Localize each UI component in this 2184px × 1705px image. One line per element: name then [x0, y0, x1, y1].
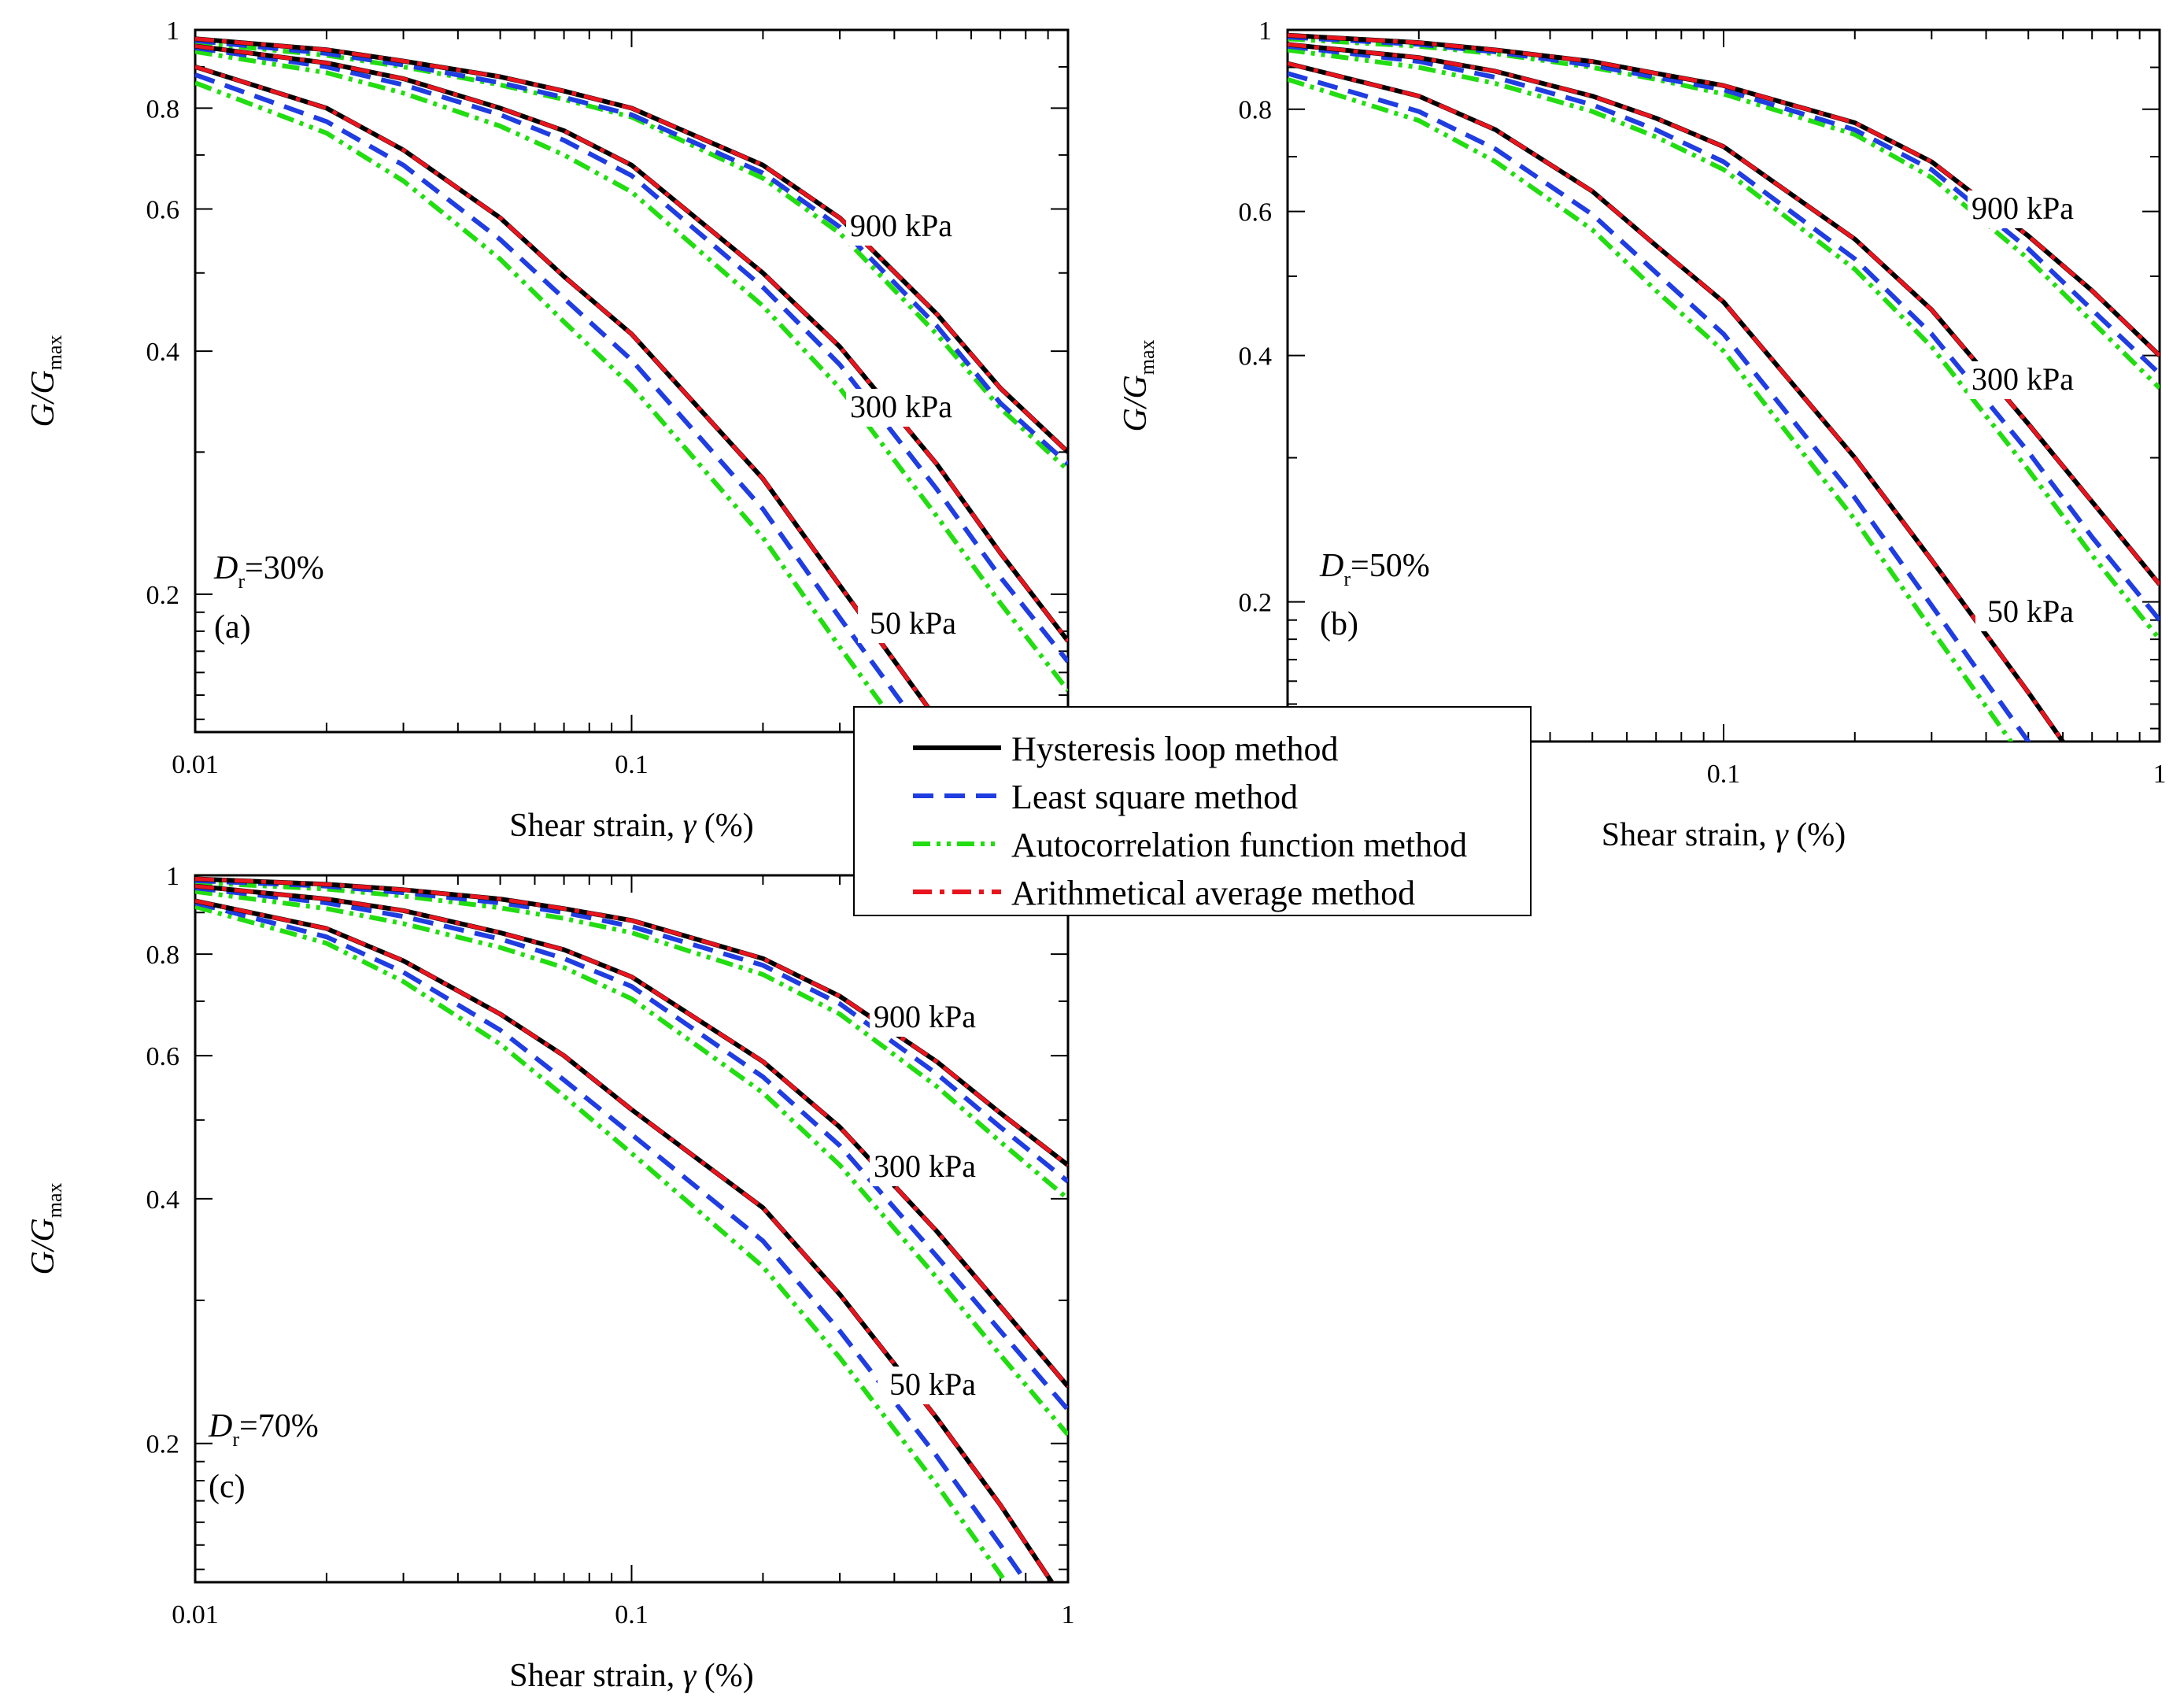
x-axis-label: Shear strain, γ (%)	[509, 1658, 753, 1694]
confining-pressure-label: 50 kPa	[1987, 594, 2074, 629]
y-tick-label: 0.4	[146, 338, 180, 367]
y-axis-label: G/Gmax	[1118, 339, 1159, 431]
y-tick-label: 1	[166, 862, 179, 891]
pressure-label-bg	[846, 208, 956, 246]
confining-pressure-label: 300 kPa	[850, 389, 952, 424]
y-axis-label: G/Gmax	[25, 335, 66, 427]
series-autocorrelation-50-kpa	[195, 80, 905, 732]
x-tick-label: 0.1	[615, 750, 649, 779]
series-least_square-300-kpa	[195, 45, 1068, 664]
legend-label-hysteresis: Hysteresis loop method	[1011, 730, 1339, 768]
panel-label: (c)	[209, 1469, 246, 1505]
series-autocorrelation-900-kpa	[195, 880, 1068, 1201]
series-arithmetic-50-kpa	[195, 65, 949, 732]
series-arithmetic-50-kpa	[195, 899, 1055, 1582]
legend: Hysteresis loop method Least square metho…	[853, 706, 1532, 916]
confining-pressure-label: 900 kPa	[850, 208, 952, 243]
confining-pressure-label: 300 kPa	[874, 1148, 976, 1184]
pressure-label-bg	[858, 605, 968, 643]
legend-label-autocorrelation: Autocorrelation function method	[1011, 826, 1467, 864]
series-least_square-900-kpa	[195, 38, 1068, 466]
series-autocorrelation-300-kpa	[195, 889, 1068, 1437]
series-arithmetic-900-kpa	[195, 36, 1068, 454]
relative-density-label: Dr=70%	[208, 1408, 319, 1451]
confining-pressure-label: 50 kPa	[870, 605, 956, 641]
y-tick-label: 0.8	[146, 94, 180, 124]
series-least_square-300-kpa	[195, 886, 1068, 1411]
panel-label: (a)	[214, 609, 251, 645]
y-tick-label: 0.6	[146, 1042, 180, 1071]
series-arithmetic-900-kpa	[195, 877, 1068, 1167]
legend-box	[853, 706, 1532, 916]
pressure-label-bg	[846, 389, 956, 427]
pressure-label-bg	[1975, 594, 2086, 631]
series-arithmetic-900-kpa	[1288, 33, 2160, 357]
x-tick-label: 0.01	[172, 750, 219, 779]
y-axis-label: G/Gmax	[25, 1182, 66, 1274]
series-autocorrelation-300-kpa	[195, 49, 1068, 693]
pressure-label-bg	[870, 999, 980, 1037]
y-tick-label: 0.8	[1239, 96, 1273, 125]
confining-pressure-label: 900 kPa	[874, 999, 976, 1034]
x-tick-label: 1	[1062, 1600, 1075, 1629]
y-tick-label: 0.4	[146, 1185, 180, 1215]
series-autocorrelation-50-kpa	[1288, 77, 2014, 742]
confining-pressure-label: 300 kPa	[1972, 361, 2074, 397]
pressure-label-bg	[1968, 190, 2078, 228]
relative-density-label: Dr=30%	[213, 550, 324, 593]
pressure-label-bg	[878, 1367, 988, 1404]
y-tick-label: 0.6	[1239, 198, 1273, 227]
relative-density-label: Dr=50%	[1319, 548, 1430, 590]
y-tick-label: 0.2	[1239, 589, 1273, 618]
x-axis-label: Shear strain, γ (%)	[1602, 817, 1846, 853]
panel-label: (b)	[1320, 606, 1358, 642]
series-arithmetic-300-kpa	[195, 884, 1068, 1389]
chart-panel-3: 0.01 0.1 1 0.2 0.4 0.6 0.8 1 Shear strain, γ (%)…	[25, 862, 1075, 1694]
x-axis-label: Shear strain, γ (%)	[509, 808, 753, 844]
y-tick-label: 1	[1258, 17, 1272, 46]
legend-label-least_square: Least square method	[1011, 778, 1298, 816]
x-tick-label: 0.01	[172, 1600, 219, 1629]
x-tick-label: 1	[2153, 760, 2167, 789]
pressure-label-bg	[1968, 361, 2078, 399]
y-tick-label: 0.4	[1239, 342, 1273, 372]
pressure-label-bg	[870, 1148, 980, 1186]
series-least_square-300-kpa	[1288, 43, 2160, 622]
series-least_square-50-kpa	[195, 72, 926, 732]
x-tick-label: 0.1	[615, 1600, 649, 1629]
confining-pressure-label: 900 kPa	[1972, 190, 2074, 226]
series-arithmetic-300-kpa	[195, 44, 1068, 642]
series-least_square-50-kpa	[1288, 71, 2031, 742]
y-tick-label: 0.2	[146, 1430, 180, 1459]
series-arithmetic-300-kpa	[1288, 42, 2160, 586]
x-tick-label: 0.1	[1707, 760, 1741, 789]
series-least_square-50-kpa	[195, 901, 1029, 1582]
series-autocorrelation-300-kpa	[1288, 47, 2160, 641]
y-tick-label: 1	[166, 17, 179, 46]
y-tick-label: 0.8	[146, 941, 180, 970]
legend-label-arithmetic: Arithmetical average method	[1011, 874, 1415, 912]
y-tick-label: 0.2	[146, 581, 180, 610]
y-tick-label: 0.6	[146, 196, 180, 225]
series-autocorrelation-900-kpa	[1288, 36, 2160, 390]
series-arithmetic-50-kpa	[1288, 61, 2065, 742]
confining-pressure-label: 50 kPa	[889, 1367, 976, 1402]
